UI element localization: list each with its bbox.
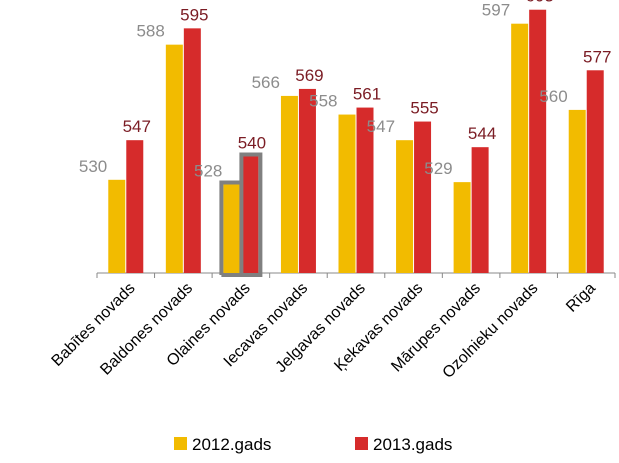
bar-series2 — [183, 28, 201, 273]
bars-layer — [108, 9, 604, 277]
bar-series1 — [453, 182, 471, 273]
data-label: 558 — [309, 92, 337, 111]
highlight-box — [219, 152, 263, 277]
data-label: 555 — [410, 99, 438, 118]
bar-series1 — [338, 114, 356, 273]
bar-series1 — [223, 184, 241, 273]
data-label: 547 — [123, 117, 151, 136]
data-label: 547 — [367, 117, 395, 136]
bar-series2 — [298, 88, 316, 274]
legend-item: 2012.gads — [174, 435, 271, 454]
data-label: 540 — [238, 134, 266, 153]
data-label: 588 — [136, 22, 164, 41]
bar-series2 — [529, 9, 547, 274]
bar-series1 — [568, 109, 586, 274]
data-label: 597 — [482, 1, 510, 20]
highlight-outline — [219, 180, 242, 275]
highlight-outline — [221, 152, 263, 277]
data-label: 544 — [468, 124, 496, 143]
bar-series1 — [165, 44, 183, 273]
bar-series2 — [356, 107, 374, 273]
data-label: 528 — [194, 161, 222, 180]
bar-series2 — [126, 140, 144, 273]
x-tick-label: Ozolnieku novads — [440, 280, 542, 382]
legend-label: 2013.gads — [373, 435, 452, 454]
data-label: 566 — [252, 73, 280, 92]
data-label: 577 — [583, 47, 611, 66]
x-tick-label: Rīga — [563, 280, 599, 316]
bar-series2 — [241, 156, 259, 273]
bar-series2 — [471, 147, 489, 273]
legend-swatch — [174, 437, 187, 450]
bar-series1 — [280, 95, 298, 273]
legend: 2012.gads 2013.gads — [174, 435, 452, 454]
data-label: 595 — [180, 5, 208, 24]
bar-series2 — [586, 70, 604, 273]
legend-item: 2013.gads — [355, 435, 452, 454]
legend-label: 2012.gads — [192, 435, 271, 454]
data-label: 530 — [79, 157, 107, 176]
data-label: 603 — [525, 0, 553, 6]
axis-layer — [96, 272, 616, 278]
bar-series1 — [108, 179, 126, 273]
data-label: 561 — [353, 85, 381, 104]
bar-series1 — [511, 23, 529, 273]
data-label: 560 — [539, 87, 567, 106]
bar-series2 — [414, 121, 432, 273]
legend-swatch — [355, 437, 368, 450]
data-label: 569 — [295, 66, 323, 85]
value-labels-layer: 530 547 588 595 528 540 566 569 558 561 547 555 529 5… — [79, 0, 612, 180]
data-label: 529 — [424, 159, 452, 178]
bar-series1 — [396, 140, 414, 273]
